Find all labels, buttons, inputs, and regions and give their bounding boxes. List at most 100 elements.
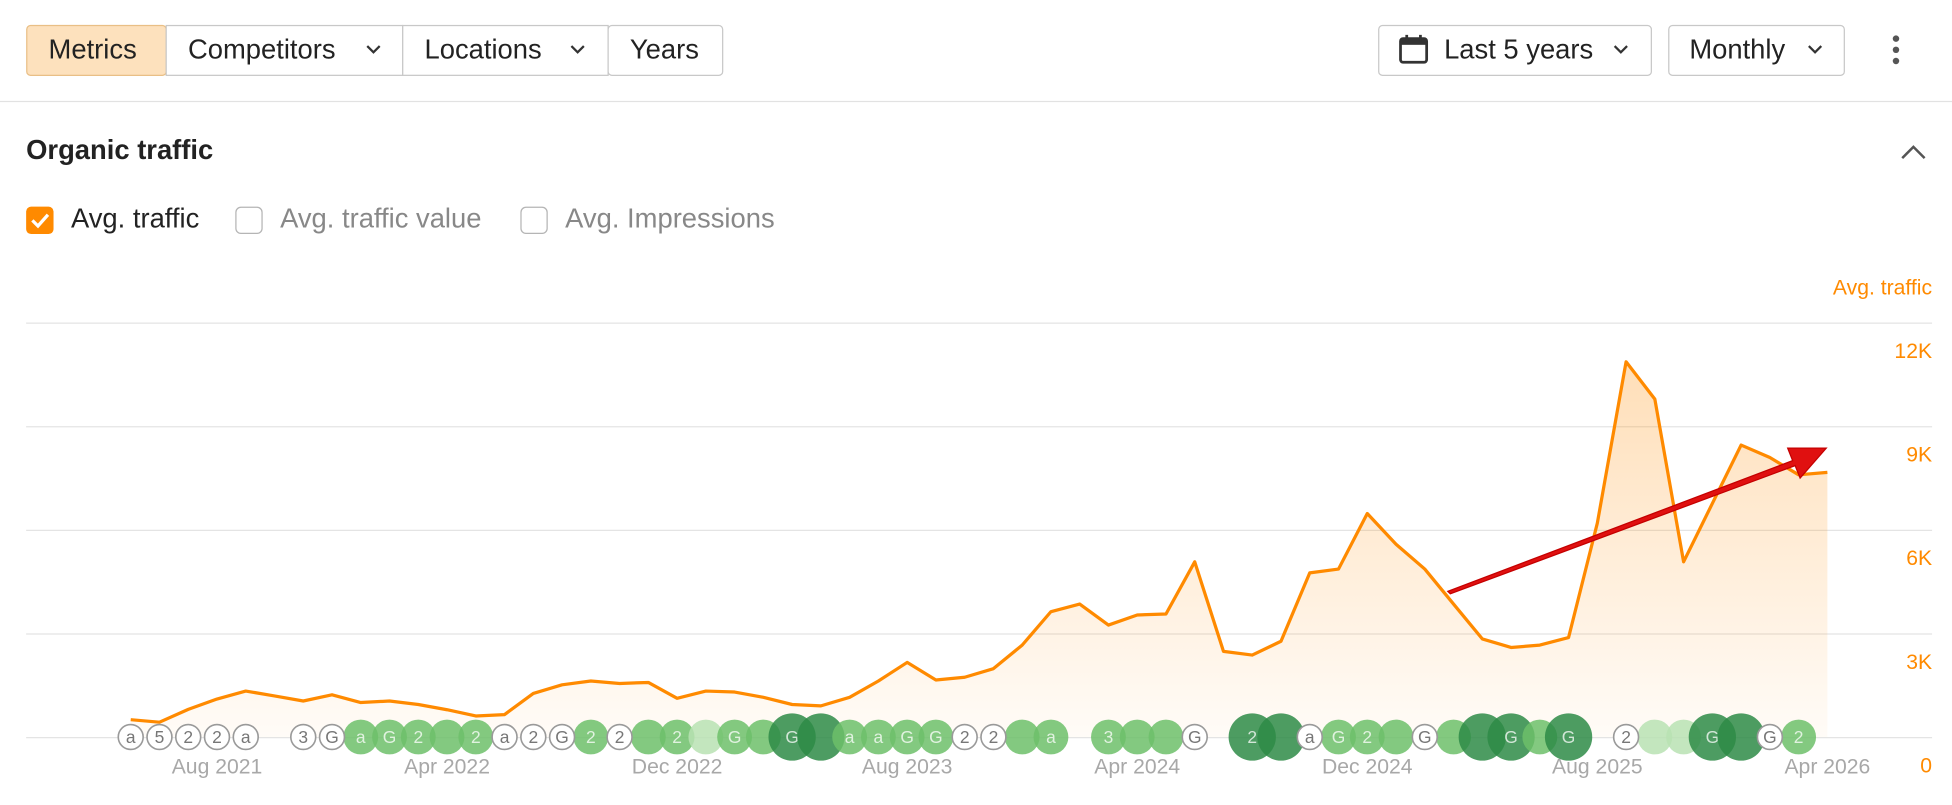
update-marker[interactable] [889,719,925,755]
event-label[interactable]: 2 [528,727,538,747]
update-marker[interactable] [832,719,868,755]
update-marker[interactable] [1637,719,1673,755]
update-label[interactable]: 2 [1794,727,1804,747]
update-marker[interactable] [688,719,724,755]
update-label[interactable]: G [1504,727,1518,747]
event-marker[interactable] [289,723,317,751]
event-marker[interactable] [520,723,547,751]
checkbox[interactable] [235,206,263,235]
event-label[interactable]: 3 [298,727,308,747]
update-marker[interactable] [1781,719,1817,755]
update-marker[interactable] [372,719,407,755]
event-marker[interactable] [951,723,978,751]
more-menu[interactable] [1892,35,1900,65]
update-label[interactable]: a [1046,727,1056,747]
update-label[interactable]: 2 [1362,727,1372,747]
update-label[interactable]: G [929,727,943,747]
event-marker[interactable] [1296,723,1324,751]
event-marker[interactable] [1181,723,1208,751]
event-marker[interactable] [174,723,202,751]
update-marker[interactable] [458,719,494,755]
update-marker[interactable] [343,719,379,755]
update-label[interactable]: G [1562,727,1576,747]
tab-bg[interactable] [165,24,404,76]
tab-bg[interactable] [402,24,609,76]
event-label[interactable]: G [555,727,569,747]
tab[interactable]: Locations [425,33,542,64]
event-marker[interactable] [1411,723,1439,751]
update-marker[interactable] [1378,719,1414,755]
update-marker[interactable] [717,719,753,755]
event-label[interactable]: G [325,727,339,747]
update-label[interactable]: 2 [1247,727,1257,747]
update-marker[interactable] [1257,713,1305,761]
event-label[interactable]: G [1418,727,1432,747]
update-label[interactable]: G [1332,727,1346,747]
checkbox[interactable] [520,206,548,235]
interval-button[interactable] [1668,24,1845,76]
update-marker[interactable] [659,719,695,755]
event-label[interactable]: 2 [212,727,222,747]
update-label[interactable]: a [874,727,884,747]
date-button[interactable] [1378,24,1652,76]
collapse-icon[interactable] [1901,145,1926,159]
update-label[interactable]: G [785,727,799,747]
update-marker[interactable] [630,719,666,755]
update-marker[interactable] [573,719,609,755]
event-marker[interactable] [548,723,576,751]
checkbox-label[interactable]: Avg. traffic value [280,203,481,234]
update-marker[interactable] [1487,713,1535,761]
event-marker[interactable] [1612,723,1640,751]
tab[interactable]: Years [630,33,699,64]
event-label[interactable]: 5 [155,727,165,747]
checkbox-label[interactable]: Avg. traffic [71,203,199,234]
event-marker[interactable] [117,723,144,751]
update-label[interactable]: a [845,727,855,747]
update-marker[interactable] [1717,713,1765,761]
date-range[interactable]: Last 5 years [1444,33,1593,64]
event-marker[interactable] [203,723,231,751]
event-label[interactable]: a [500,727,510,747]
update-label[interactable]: G [1706,727,1720,747]
update-label[interactable]: 2 [413,727,423,747]
update-label[interactable]: G [383,727,397,747]
tab[interactable]: Metrics [49,33,137,64]
event-marker[interactable] [232,723,260,751]
update-marker[interactable] [429,719,465,755]
event-marker[interactable] [146,723,173,751]
update-marker[interactable] [1091,719,1126,755]
update-label[interactable]: G [900,727,914,747]
event-label[interactable]: 2 [183,727,193,747]
event-label[interactable]: 2 [960,727,970,747]
update-marker[interactable] [1004,719,1040,755]
update-label[interactable]: G [728,727,742,747]
event-marker[interactable] [318,723,346,751]
update-marker[interactable] [1119,719,1155,755]
update-marker[interactable] [1544,713,1593,761]
event-marker[interactable] [606,723,633,751]
event-label[interactable]: 2 [1621,727,1631,747]
event-label[interactable]: a [241,727,251,747]
update-marker[interactable] [860,719,896,755]
update-label[interactable]: 2 [471,727,481,747]
event-marker[interactable] [491,723,518,751]
event-label[interactable]: G [1188,727,1202,747]
update-marker[interactable] [1148,719,1184,755]
event-label[interactable]: 2 [615,727,625,747]
event-label[interactable]: 2 [989,727,999,747]
event-label[interactable]: G [1763,727,1777,747]
event-marker[interactable] [1756,723,1784,751]
update-label[interactable]: 3 [1104,727,1114,747]
update-marker[interactable] [1349,719,1385,755]
event-marker[interactable] [980,723,1007,751]
interval[interactable]: Monthly [1689,33,1785,64]
event-label[interactable]: a [126,727,136,747]
update-marker[interactable] [918,719,954,755]
checkbox[interactable] [26,206,54,235]
event-label[interactable]: a [1305,727,1315,747]
update-marker[interactable] [1321,719,1356,755]
tab[interactable]: Competitors [188,33,336,64]
update-marker[interactable] [797,713,845,761]
checkbox-label[interactable]: Avg. Impressions [565,203,774,234]
update-marker[interactable] [400,719,436,755]
